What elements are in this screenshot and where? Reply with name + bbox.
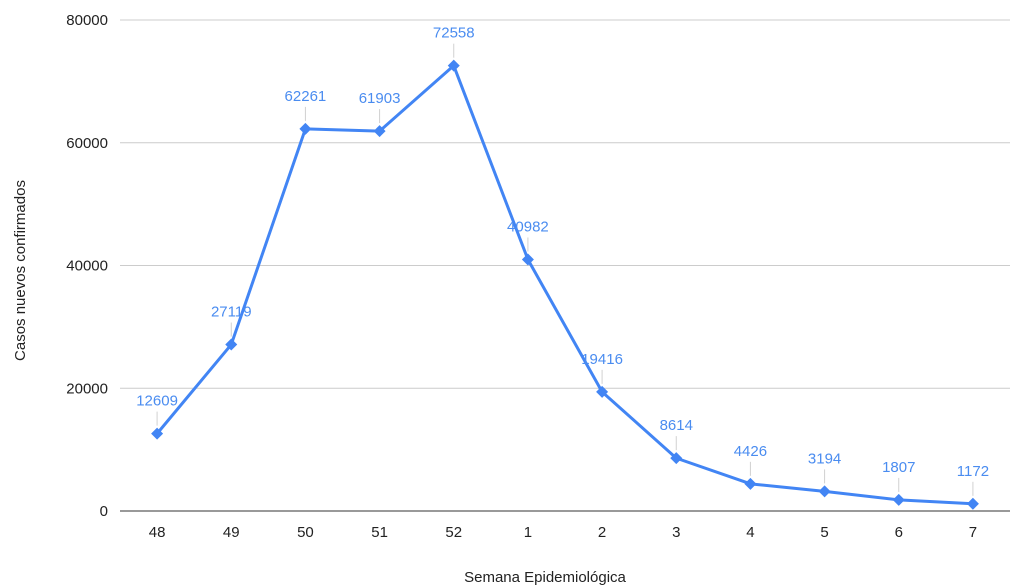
x-tick-label: 48 [149, 524, 166, 541]
x-tick-label: 6 [895, 524, 903, 541]
data-point-marker [447, 59, 460, 72]
data-point-marker [373, 125, 386, 138]
data-point-marker [966, 497, 979, 510]
data-label: 3194 [808, 450, 841, 467]
data-point-marker [818, 485, 831, 498]
data-label: 61903 [359, 90, 401, 107]
gridlines [120, 19, 1010, 389]
x-axis-ticks: 48 49 50 51 52 1 2 3 4 5 6 7 [149, 524, 977, 541]
data-label: 1807 [882, 459, 915, 476]
x-tick-label: 50 [297, 524, 314, 541]
y-axis-title: Casos nuevos confirmados [12, 180, 29, 361]
y-tick-label: 60000 [66, 135, 108, 152]
data-label: 62261 [285, 88, 327, 105]
data-label: 1172 [957, 463, 989, 480]
x-axis-title: Semana Epidemiológica [464, 569, 626, 586]
label-leaders [156, 43, 974, 496]
data-label: 4426 [734, 443, 767, 460]
y-tick-label: 40000 [66, 258, 108, 275]
x-tick-label: 1 [524, 524, 532, 541]
data-point-marker [151, 427, 164, 440]
data-point-marker [596, 385, 609, 398]
data-point-marker [892, 493, 905, 506]
data-label: 8614 [660, 417, 693, 434]
data-point-marker [521, 253, 534, 266]
y-tick-label: 20000 [66, 380, 108, 397]
data-point-marker [225, 338, 238, 351]
x-tick-label: 5 [820, 524, 828, 541]
data-label: 72558 [433, 25, 475, 42]
x-tick-label: 4 [746, 524, 754, 541]
data-label: 27119 [211, 304, 252, 321]
x-tick-label: 52 [445, 524, 462, 541]
data-point-marker [299, 122, 312, 135]
x-tick-label: 7 [969, 524, 977, 541]
x-tick-label: 3 [672, 524, 680, 541]
series-layer [151, 59, 979, 510]
x-tick-label: 2 [598, 524, 606, 541]
data-label: 40982 [507, 218, 549, 235]
x-tick-label: 51 [371, 524, 388, 541]
data-labels: 12609 27119 62261 61903 72558 40982 19416 8614 4… [136, 25, 989, 480]
series-line [155, 64, 973, 506]
data-point-marker [744, 477, 757, 490]
data-label: 12609 [136, 393, 178, 410]
data-point-marker [670, 452, 683, 465]
x-tick-label: 49 [223, 524, 240, 541]
y-tick-label: 0 [100, 503, 108, 520]
y-tick-label: 80000 [66, 12, 108, 29]
data-label: 19416 [581, 351, 623, 368]
y-axis-ticks: 0 20000 40000 60000 80000 [66, 12, 108, 520]
